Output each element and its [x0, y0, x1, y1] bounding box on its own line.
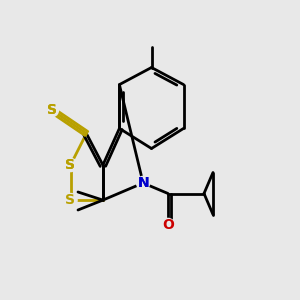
Text: N: N	[137, 176, 149, 190]
Circle shape	[136, 176, 150, 190]
Circle shape	[64, 158, 77, 172]
Text: S: S	[47, 103, 57, 117]
Text: O: O	[162, 218, 174, 232]
Text: N: N	[137, 176, 149, 190]
Circle shape	[64, 194, 77, 207]
Circle shape	[45, 103, 58, 117]
Text: S: S	[47, 103, 57, 117]
Text: S: S	[65, 193, 76, 207]
Circle shape	[161, 218, 175, 232]
Text: S: S	[65, 158, 76, 172]
Text: S: S	[65, 158, 76, 172]
